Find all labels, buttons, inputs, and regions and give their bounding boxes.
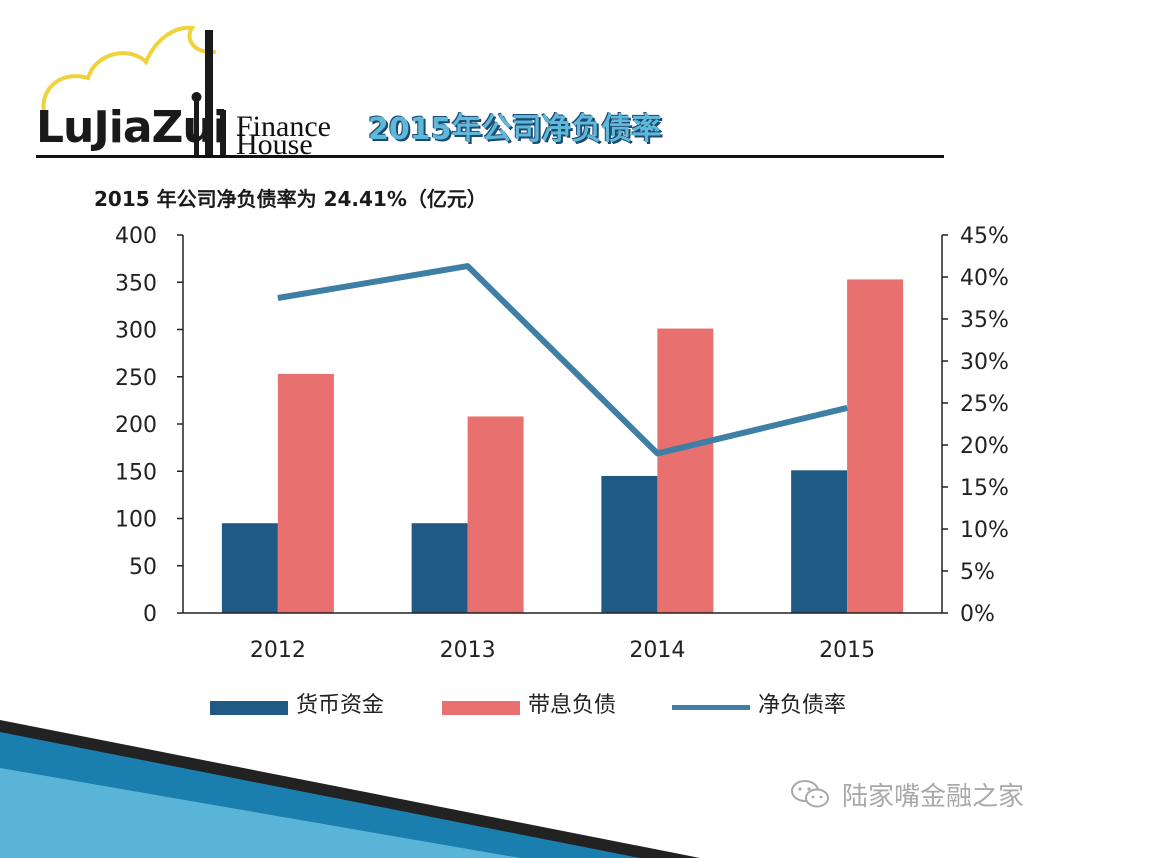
bar-cash-2015 bbox=[791, 470, 848, 613]
x-tick-label: 2013 bbox=[440, 638, 496, 663]
logo bbox=[41, 25, 226, 155]
axes-layer bbox=[177, 234, 948, 614]
bar-debt-2013 bbox=[467, 416, 524, 613]
y-right-tick-label: 25% bbox=[960, 392, 1009, 417]
y-right-tick-label: 40% bbox=[960, 266, 1009, 291]
bars-layer bbox=[221, 279, 904, 613]
bar-debt-2014 bbox=[657, 328, 714, 613]
y-left-tick-label: 350 bbox=[115, 271, 157, 296]
legend-swatch-debt bbox=[442, 701, 520, 715]
bar-cash-2013 bbox=[411, 523, 468, 613]
y-left-tick-label: 150 bbox=[115, 460, 157, 485]
y-left-tick-label: 400 bbox=[115, 224, 157, 249]
y-right-tick-label: 0% bbox=[960, 602, 995, 627]
labels-layer: 2012 2013 2014 2015 0 50 100 150 200 250 300 350 400… bbox=[115, 224, 1009, 663]
y-left-tick-label: 250 bbox=[115, 366, 157, 391]
bar-debt-2015 bbox=[847, 279, 904, 613]
logo-tower bbox=[205, 30, 213, 155]
y-left-tick-label: 200 bbox=[115, 413, 157, 438]
point-net-debt-ratio-2013 bbox=[467, 265, 469, 267]
line-layer bbox=[277, 263, 848, 457]
y-right-tick-label: 30% bbox=[960, 350, 1009, 375]
chart-subtitle: 2015 年公司净负债率为 24.41%（亿元） bbox=[94, 187, 487, 211]
logo-cloud bbox=[41, 25, 216, 114]
legend-swatch-ratio bbox=[672, 705, 750, 710]
logo-finance: Finance bbox=[236, 110, 331, 143]
y-left-tick-label: 300 bbox=[115, 319, 157, 344]
point-net-debt-ratio-2015 bbox=[846, 407, 848, 409]
logo-word: LuJiaZui bbox=[36, 102, 228, 153]
y-left-tick-label: 50 bbox=[129, 555, 157, 580]
y-left-tick-label: 100 bbox=[115, 508, 157, 533]
header-rule bbox=[36, 155, 944, 158]
decorative-swoosh bbox=[0, 720, 700, 858]
x-tick-label: 2012 bbox=[250, 638, 306, 663]
y-right-tick-label: 20% bbox=[960, 434, 1009, 459]
y-right-tick-label: 5% bbox=[960, 560, 995, 585]
y-right-tick-label: 10% bbox=[960, 518, 1009, 543]
legend-label-debt: 带息负债 bbox=[528, 693, 617, 718]
bar-debt-2012 bbox=[277, 373, 334, 613]
bar-cash-2012 bbox=[221, 523, 278, 613]
x-tick-label: 2015 bbox=[819, 638, 875, 663]
y-right-tick-label: 45% bbox=[960, 224, 1009, 249]
legend-label-ratio: 净负债率 bbox=[758, 693, 847, 718]
point-net-debt-ratio-2012 bbox=[277, 297, 279, 299]
line-net-debt-ratio bbox=[277, 263, 848, 457]
y-right-tick-label: 35% bbox=[960, 308, 1009, 333]
bar-cash-2014 bbox=[601, 475, 658, 613]
point-net-debt-ratio-2014 bbox=[656, 452, 658, 454]
wechat-icon bbox=[791, 780, 829, 808]
y-right-tick-label: 15% bbox=[960, 476, 1009, 501]
watermark-text: 陆家嘴金融之家 bbox=[842, 782, 1025, 812]
legend-swatch-cash bbox=[210, 701, 288, 715]
x-tick-label: 2014 bbox=[629, 638, 685, 663]
slide-title: 2015年公司净负债率 bbox=[368, 112, 662, 147]
legend-label-cash: 货币资金 bbox=[296, 693, 385, 718]
y-left-tick-label: 0 bbox=[143, 602, 157, 627]
